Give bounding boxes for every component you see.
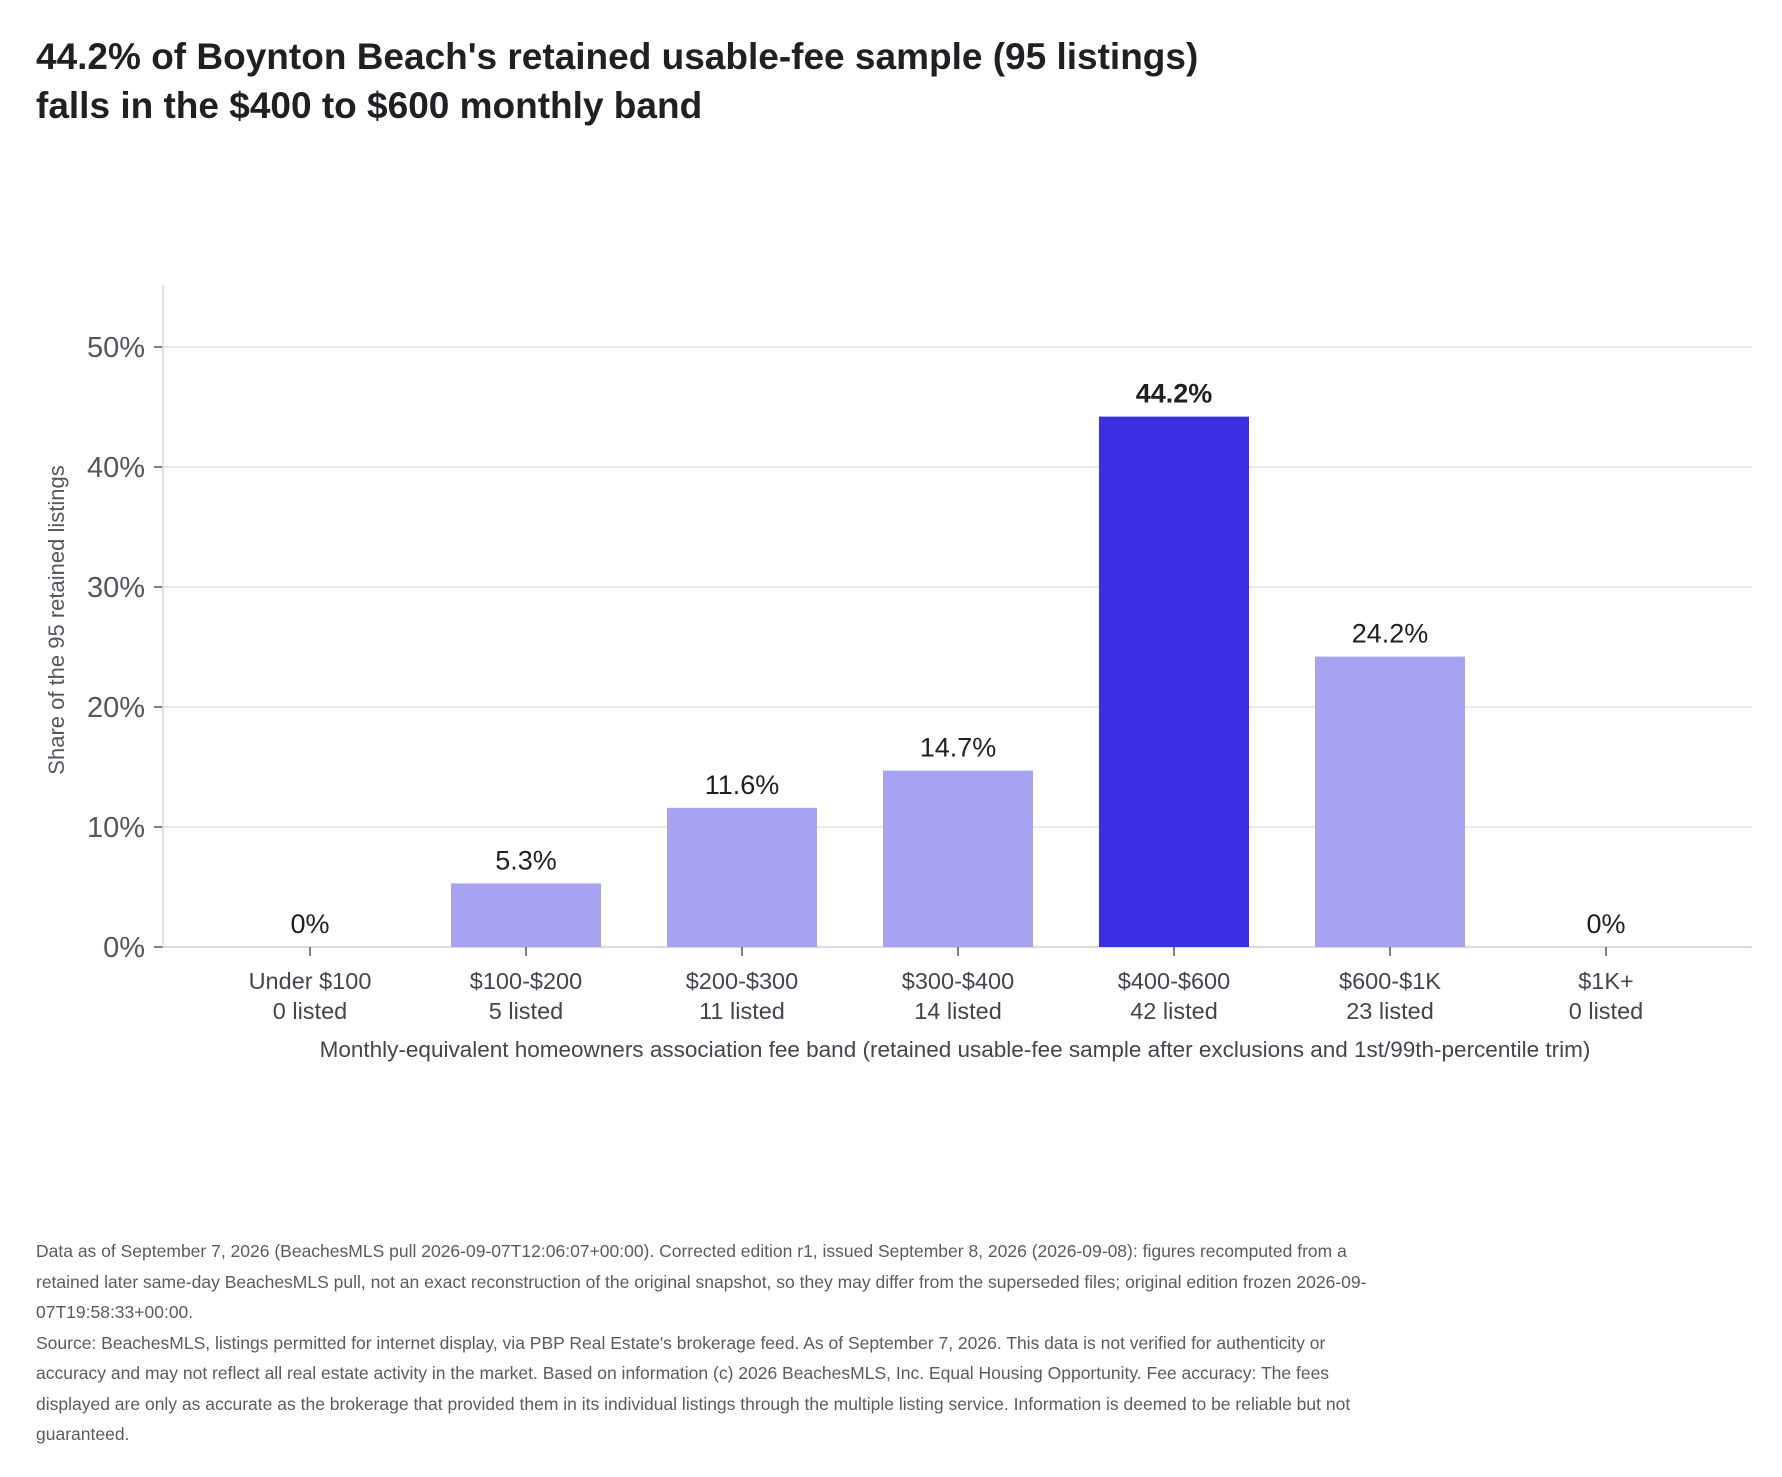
source-note: Source: BeachesMLS, listings permitted f… xyxy=(36,1332,1351,1445)
labels: 0% 10% 20% 30% 40% 50% 0% Under $100 0 listed 5.3… xyxy=(87,332,1643,1024)
data-note: Data as of September 7, 2026 (BeachesMLS… xyxy=(36,1241,1367,1322)
y-tick-label: 40% xyxy=(87,452,145,484)
bar xyxy=(667,807,817,947)
bar xyxy=(451,883,601,947)
y-axis-title: Share of the 95 retained listings xyxy=(44,465,69,774)
y-tick-label: 20% xyxy=(87,692,145,724)
x-tick-count-label: 5 listed xyxy=(489,998,563,1024)
chart-title-line-2: falls in the $400 to $600 monthly band xyxy=(36,85,703,126)
value-label: 14.7% xyxy=(920,733,997,763)
x-tick-label: $200-$300 xyxy=(686,968,798,994)
y-tick-label: 50% xyxy=(87,332,145,364)
x-tick-label: $1K+ xyxy=(1578,968,1634,994)
x-tick-count-label: 42 listed xyxy=(1130,998,1218,1024)
x-tick-count-label: 0 listed xyxy=(273,998,347,1024)
y-tick-label: 0% xyxy=(103,932,145,964)
x-tick-count-label: 23 listed xyxy=(1346,998,1434,1024)
chart-title-line-1: 44.2% of Boynton Beach's retained usable… xyxy=(36,36,1199,77)
value-label: 0% xyxy=(1586,909,1625,939)
y-tick-label: 10% xyxy=(87,812,145,844)
bar xyxy=(1315,656,1465,947)
x-tick-count-label: 14 listed xyxy=(914,998,1002,1024)
x-tick-label: Under $100 xyxy=(249,968,372,994)
x-tick-label: $300-$400 xyxy=(902,968,1014,994)
footnotes: Data as of September 7, 2026 (BeachesMLS… xyxy=(36,1236,1396,1450)
bar xyxy=(883,770,1033,947)
value-label: 11.6% xyxy=(705,770,780,800)
y-tick-label: 30% xyxy=(87,572,145,604)
x-tick-label: $100-$200 xyxy=(470,968,582,994)
bar-highlight xyxy=(1099,416,1249,948)
value-label: 0% xyxy=(290,909,329,939)
value-label: 5.3% xyxy=(495,845,557,875)
x-tick-count-label: 0 listed xyxy=(1569,998,1643,1024)
x-tick-count-label: 11 listed xyxy=(699,998,785,1024)
bar-chart: 0% 10% 20% 30% 40% 50% 0% Under $100 0 listed 5.3… xyxy=(44,285,1752,1062)
x-tick-label: $400-$600 xyxy=(1118,968,1230,994)
value-label: 24.2% xyxy=(1352,619,1429,649)
x-axis-title: Monthly-equivalent homeowners associatio… xyxy=(320,1037,1591,1062)
bars xyxy=(451,416,1465,948)
x-tick-label: $600-$1K xyxy=(1339,968,1441,994)
value-label: 44.2% xyxy=(1136,379,1213,409)
chart-title: 44.2% of Boynton Beach's retained usable… xyxy=(36,32,1436,130)
